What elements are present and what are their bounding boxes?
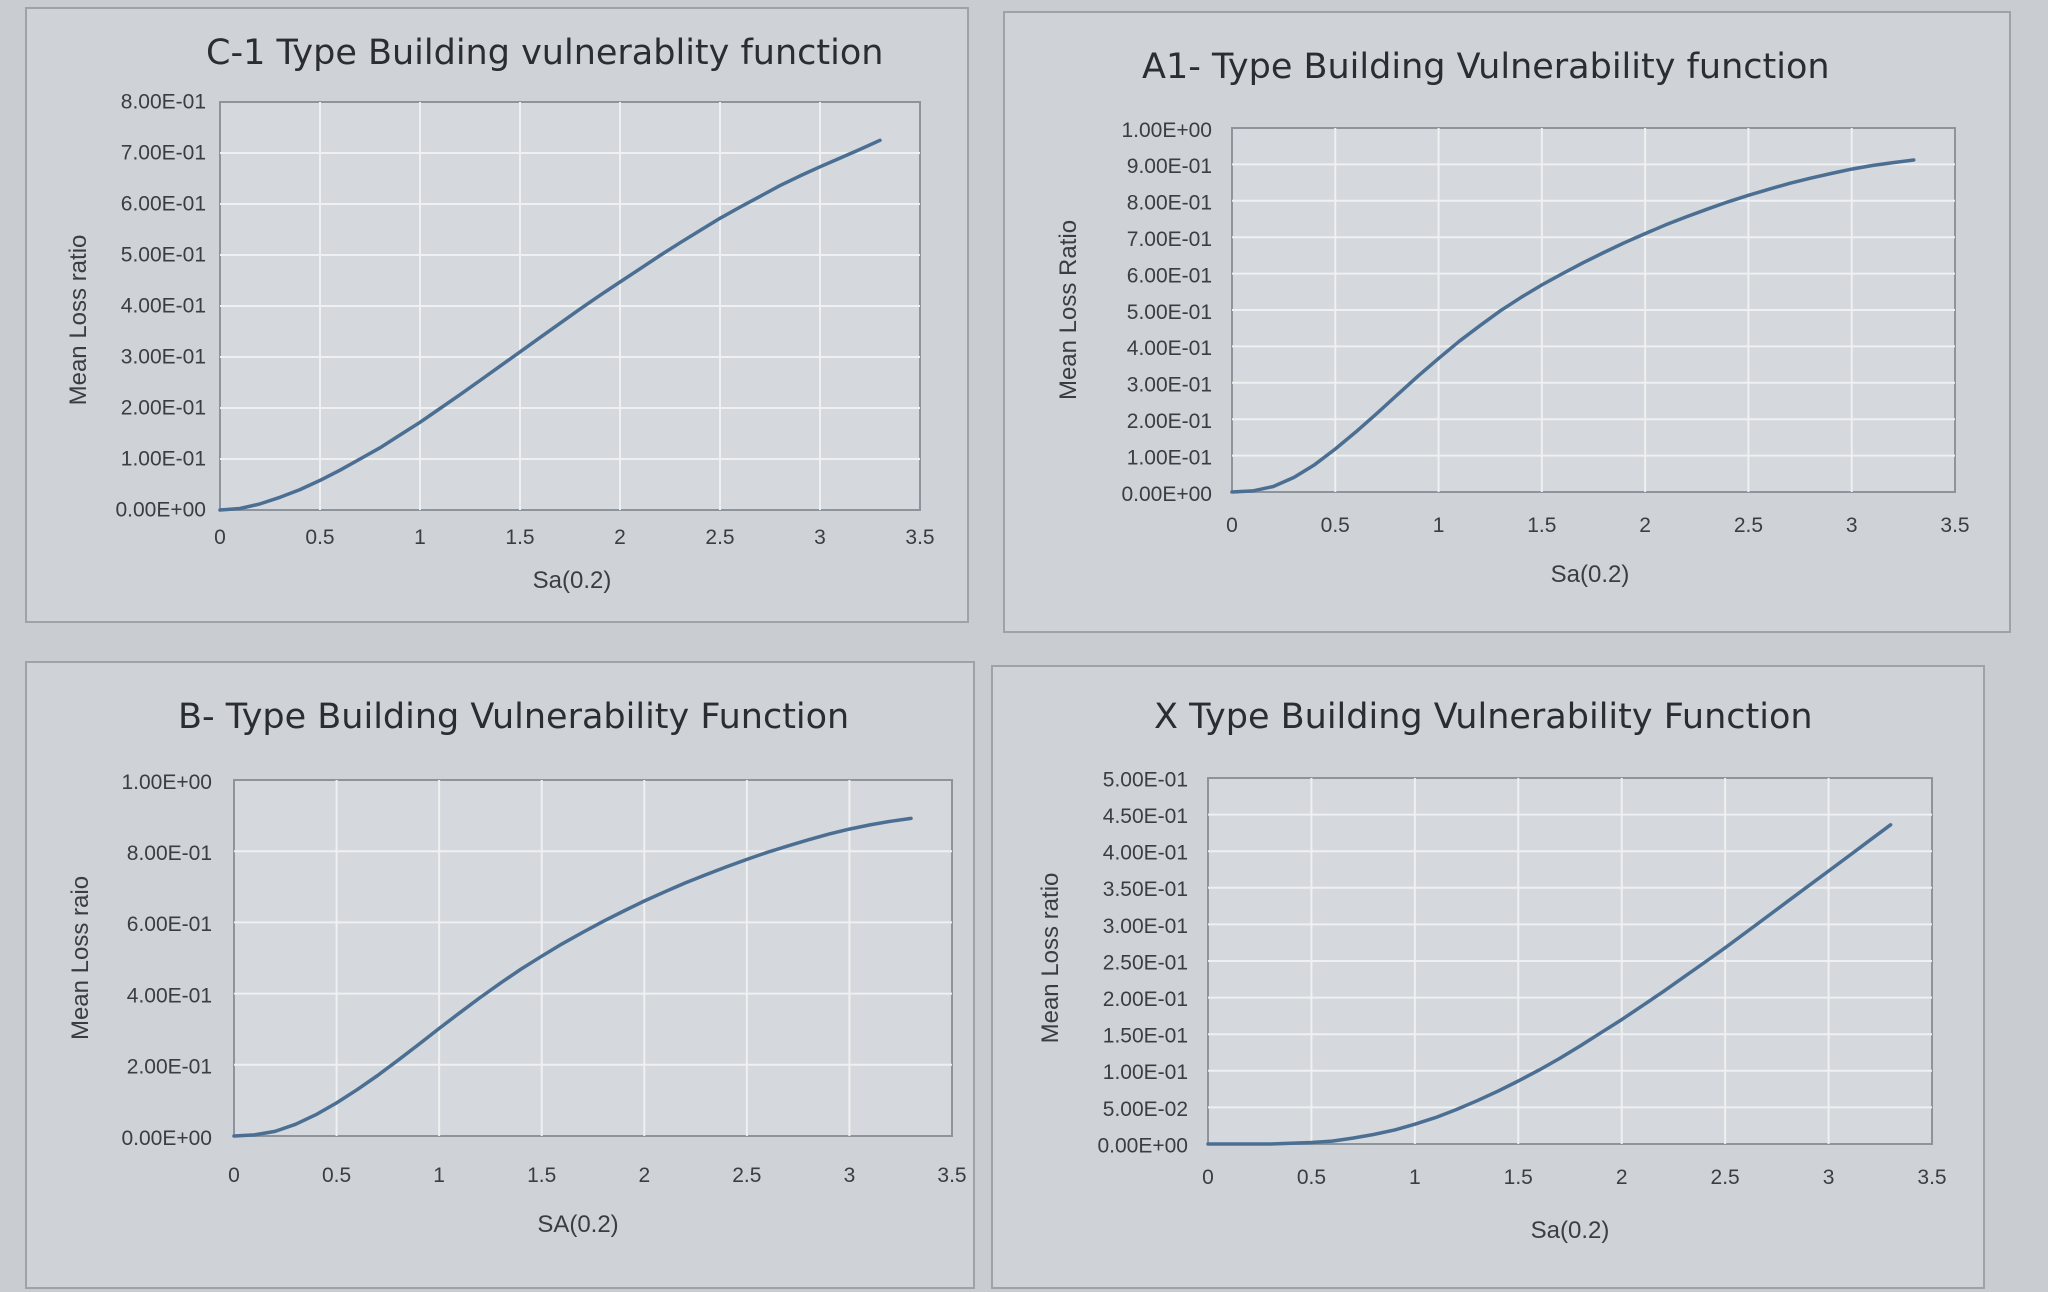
y-tick-label: 4.00E-01 <box>127 984 212 1007</box>
series-line <box>1206 823 1893 1146</box>
y-tick-label: 3.00E-01 <box>1103 915 1188 938</box>
x-axis-label: Sa(0.2) <box>533 567 612 594</box>
y-tick-label: 7.00E-01 <box>1127 228 1212 251</box>
y-axis-label: Mean Loss ratio <box>1037 873 1064 1044</box>
y-tick-label: 1.50E-01 <box>1103 1025 1188 1048</box>
y-tick-label: 1.00E+00 <box>121 771 212 794</box>
x-tick-label: 1 <box>414 526 426 549</box>
x-tick-label: 0 <box>1226 514 1238 537</box>
y-tick-label: 0.00E+00 <box>1121 483 1212 506</box>
x-tick-label: 1 <box>1409 1166 1421 1189</box>
y-tick-label: 5.00E-01 <box>1127 301 1212 324</box>
y-tick-label: 2.50E-01 <box>1103 951 1188 974</box>
y-tick-label: 2.00E-01 <box>1103 988 1188 1011</box>
x-tick-label: 2.5 <box>705 526 734 549</box>
y-tick-label: 8.00E-01 <box>127 842 212 865</box>
x-tick-label: 0 <box>228 1164 240 1187</box>
x-tick-label: 1.5 <box>1527 514 1556 537</box>
x-tick-label: 2 <box>1616 1166 1628 1189</box>
y-tick-label: 0.00E+00 <box>1097 1134 1188 1157</box>
chart-panel-c1: C-1 Type Building vulnerablity function … <box>25 7 969 623</box>
x-tick-label: 0.5 <box>1297 1166 1326 1189</box>
y-tick-label: 1.00E-01 <box>121 448 206 471</box>
y-axis-label: Mean Loss ratio <box>65 235 92 406</box>
chart-title: A1- Type Building Vulnerability function <box>1142 47 1830 87</box>
y-tick-label: 1.00E+00 <box>1121 119 1212 142</box>
y-tick-label: 9.00E-01 <box>1127 155 1212 178</box>
x-tick-label: 3.5 <box>1940 514 1969 537</box>
y-axis-label: Mean Loss Ratio <box>1055 220 1082 400</box>
chart-panel-x: X Type Building Vulnerability Function 0… <box>991 665 1985 1289</box>
x-axis-label: Sa(0.2) <box>1551 561 1630 588</box>
y-tick-label: 5.00E-01 <box>121 244 206 267</box>
y-tick-label: 6.00E-01 <box>127 913 212 936</box>
x-tick-label: 0 <box>214 526 226 549</box>
y-tick-label: 6.00E-01 <box>1127 264 1212 287</box>
y-tick-label: 1.00E-01 <box>1127 446 1212 469</box>
y-tick-label: 2.00E-01 <box>127 1056 212 1079</box>
x-axis-label: SA(0.2) <box>537 1211 618 1238</box>
x-tick-label: 1.5 <box>505 526 534 549</box>
series-line <box>232 816 913 1138</box>
x-tick-label: 3 <box>844 1164 856 1187</box>
x-tick-label: 2.5 <box>1734 514 1763 537</box>
y-tick-label: 5.00E-02 <box>1103 1098 1188 1121</box>
y-tick-label: 2.00E-01 <box>1127 410 1212 433</box>
y-tick-label: 3.50E-01 <box>1103 878 1188 901</box>
x-tick-label: 3 <box>814 526 826 549</box>
y-tick-label: 4.00E-01 <box>1103 842 1188 865</box>
y-tick-label: 4.00E-01 <box>1127 337 1212 360</box>
x-axis-label: Sa(0.2) <box>1531 1217 1610 1244</box>
x-tick-label: 0.5 <box>322 1164 351 1187</box>
x-tick-label: 1.5 <box>527 1164 556 1187</box>
x-tick-label: 0 <box>1202 1166 1214 1189</box>
x-tick-label: 2 <box>1639 514 1651 537</box>
x-tick-label: 3 <box>1846 514 1858 537</box>
y-tick-label: 8.00E-01 <box>121 91 206 114</box>
y-tick-label: 1.00E-01 <box>1103 1061 1188 1084</box>
y-axis-label: Mean Loss raio <box>67 876 94 1040</box>
x-tick-label: 2.5 <box>1711 1166 1740 1189</box>
x-tick-label: 0.5 <box>305 526 334 549</box>
x-tick-label: 1 <box>1433 514 1445 537</box>
x-tick-label: 2 <box>614 526 626 549</box>
chart-title: X Type Building Vulnerability Function <box>1154 697 1813 737</box>
chart-panel-b: B- Type Building Vulnerability Function … <box>25 661 975 1289</box>
y-tick-label: 4.00E-01 <box>121 295 206 318</box>
x-tick-label: 2 <box>638 1164 650 1187</box>
plot-area <box>233 779 953 1137</box>
chart-title: B- Type Building Vulnerability Function <box>178 697 849 737</box>
x-tick-label: 1 <box>433 1164 445 1187</box>
y-tick-label: 8.00E-01 <box>1127 192 1212 215</box>
x-tick-label: 0.5 <box>1321 514 1350 537</box>
x-tick-label: 2.5 <box>732 1164 761 1187</box>
chart-title: C-1 Type Building vulnerablity function <box>206 33 883 73</box>
y-tick-label: 0.00E+00 <box>121 1127 212 1150</box>
series-line <box>218 138 882 512</box>
x-tick-label: 3.5 <box>905 526 934 549</box>
y-tick-label: 6.00E-01 <box>121 193 206 216</box>
x-tick-label: 1.5 <box>1504 1166 1533 1189</box>
y-tick-label: 2.00E-01 <box>121 397 206 420</box>
y-tick-label: 5.00E-01 <box>1103 768 1188 791</box>
x-tick-label: 3.5 <box>937 1164 966 1187</box>
x-tick-label: 3.5 <box>1917 1166 1946 1189</box>
x-tick-label: 3 <box>1823 1166 1835 1189</box>
y-tick-label: 4.50E-01 <box>1103 805 1188 828</box>
y-tick-label: 0.00E+00 <box>115 499 206 522</box>
y-tick-label: 3.00E-01 <box>1127 374 1212 397</box>
y-tick-label: 3.00E-01 <box>121 346 206 369</box>
y-tick-label: 7.00E-01 <box>121 142 206 165</box>
chart-panel-a1: A1- Type Building Vulnerability function… <box>1003 11 2011 633</box>
series-line <box>1230 158 1916 494</box>
